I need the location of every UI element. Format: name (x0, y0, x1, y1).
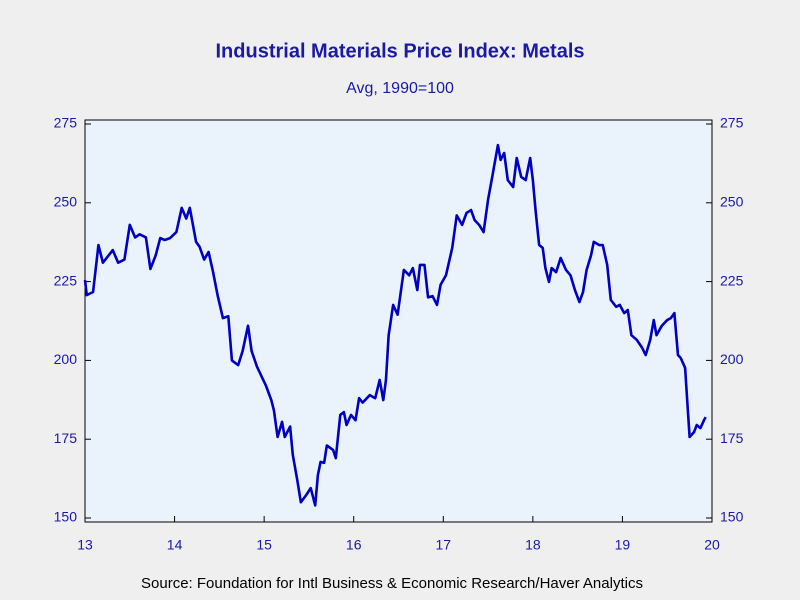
y2-tick-label: 275 (720, 115, 744, 131)
source-note: Source: Foundation for Intl Business & E… (141, 575, 643, 592)
y2-tick-label: 250 (720, 194, 744, 210)
x-tick-label: 15 (256, 537, 272, 553)
y2-tick-label: 200 (720, 351, 744, 367)
chart-subtitle: Avg, 1990=100 (346, 80, 454, 97)
x-tick-label: 17 (435, 537, 451, 553)
x-tick-label: 19 (615, 537, 631, 553)
y2-tick-label: 150 (720, 509, 744, 525)
y-tick-label: 150 (54, 509, 78, 525)
x-tick-label: 14 (167, 537, 183, 553)
y2-tick-label: 225 (720, 272, 744, 288)
y-tick-label: 275 (54, 115, 78, 131)
x-tick-label: 20 (704, 537, 720, 553)
line-series (83, 143, 707, 507)
y-tick-label: 200 (54, 351, 78, 367)
x-tick-label: 13 (77, 537, 93, 553)
chart-title: Industrial Materials Price Index: Metals (215, 40, 584, 62)
x-tick-label: 18 (525, 537, 541, 553)
plot-area (84, 119, 713, 523)
y-tick-label: 175 (54, 430, 78, 446)
x-tick-label: 16 (346, 537, 362, 553)
y-tick-label: 225 (54, 272, 78, 288)
y-tick-label: 250 (54, 194, 78, 210)
y2-tick-label: 175 (720, 430, 744, 446)
